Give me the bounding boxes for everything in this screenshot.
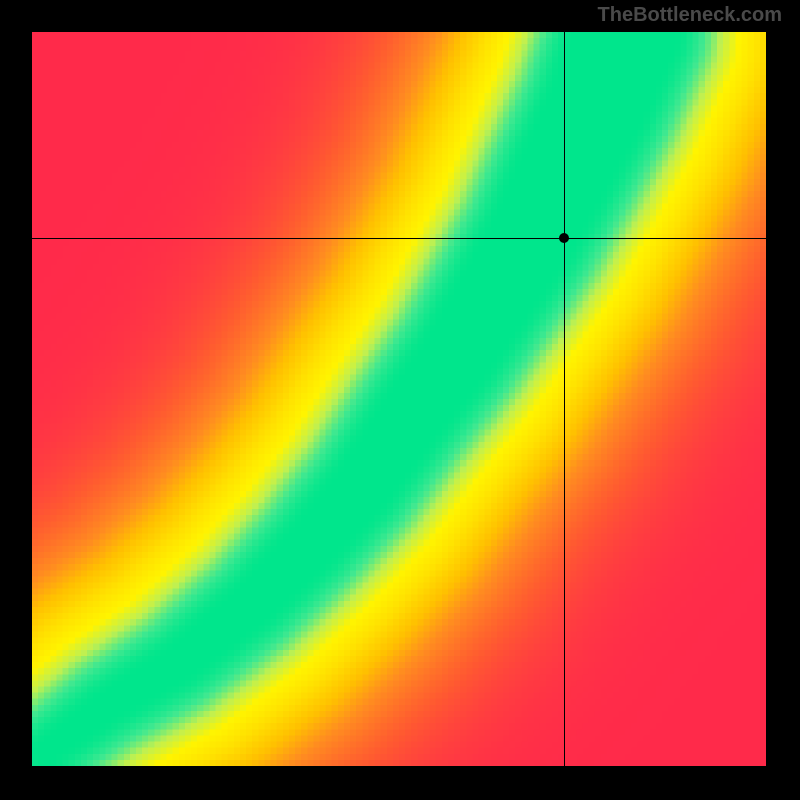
attribution-text: TheBottleneck.com <box>598 4 782 27</box>
crosshair-vertical <box>564 32 565 766</box>
heatmap-canvas <box>32 32 766 766</box>
crosshair-horizontal <box>32 238 766 239</box>
crosshair-marker <box>559 233 569 243</box>
heatmap-plot <box>32 32 766 766</box>
